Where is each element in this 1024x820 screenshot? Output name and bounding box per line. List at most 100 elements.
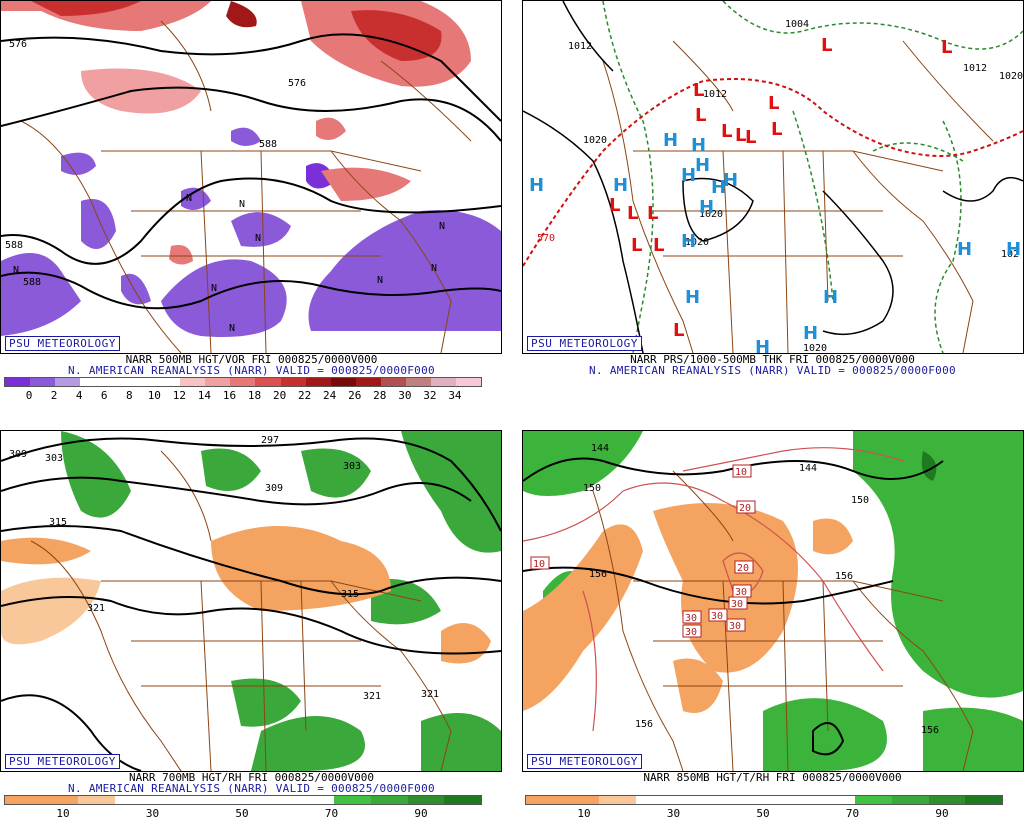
colorbar-tick: 34 xyxy=(448,389,462,402)
high-pressure-label: H xyxy=(691,135,706,156)
colorbar-segment xyxy=(562,796,600,804)
contour-label: 321 xyxy=(363,691,381,702)
map-700mb-canvas: 297 303 303 309 309 315 321 315 321 321 xyxy=(1,431,501,771)
contour-label: 156 xyxy=(635,719,653,730)
contour-label: 156 xyxy=(835,571,853,582)
low-pressure-label: L xyxy=(695,105,706,126)
colorbar-segment xyxy=(371,796,408,804)
high-pressure-label: H xyxy=(1006,239,1021,260)
high-pressure-label: H xyxy=(957,239,972,260)
isotherm-label: 10 xyxy=(735,467,747,478)
panel-500mb-vorticity: 576 576 588 588 588 N N N N N N N N N PS… xyxy=(0,0,503,409)
isotherm-label: 20 xyxy=(739,503,751,514)
colorbar-segment xyxy=(261,796,298,804)
high-pressure-label: H xyxy=(529,175,544,196)
colorbar-ticks: 10 30 50 70 90 xyxy=(4,807,480,820)
contour-label: 588 xyxy=(23,277,41,288)
contour-label: 315 xyxy=(341,589,359,600)
chart-title: NARR PRS/1000-500MB THK FRI 000825/0000V… xyxy=(630,353,915,366)
isotherm-label: 30 xyxy=(735,587,747,598)
colorbar-tick: 4 xyxy=(75,389,83,402)
high-pressure-label: H xyxy=(699,197,714,218)
colorbar-segment xyxy=(599,796,636,804)
high-pressure-label: H xyxy=(803,323,818,344)
map-500mb: 576 576 588 588 588 N N N N N N N N N PS… xyxy=(0,0,502,354)
chart-subtitle: N. AMERICAN REANALYSIS (NARR) VALID = 00… xyxy=(589,364,956,377)
panel-850mb-t-rh: 144 150 144 150 156 156 156 156 10 10 20… xyxy=(521,418,1024,820)
colorbar-segment xyxy=(928,796,966,804)
contour-label: 156 xyxy=(589,569,607,580)
contour-label: 588 xyxy=(259,139,277,150)
contour-label: 321 xyxy=(87,603,105,614)
chart-title: NARR 700MB HGT/RH FRI 000825/0000V000 xyxy=(128,771,375,784)
chart-title: NARR 500MB HGT/VOR FRI 000825/0000V000 xyxy=(125,353,378,366)
colorbar-tick: 30 xyxy=(398,389,412,402)
colorbar-segment xyxy=(892,796,929,804)
colorbar-tick: 30 xyxy=(145,807,160,820)
colorbar-tick: 10 xyxy=(577,807,591,820)
map-700mb: 297 303 303 309 309 315 321 315 321 321 … xyxy=(0,430,502,772)
contour-label: 297 xyxy=(261,435,279,446)
colorbar-segment xyxy=(41,796,79,804)
contour-label: 1012 xyxy=(963,63,987,74)
colorbar-tick: 50 xyxy=(235,807,249,820)
colorbar-segment xyxy=(280,378,306,386)
isotherm-label: 30 xyxy=(711,611,723,622)
colorbar-segment xyxy=(55,378,81,386)
colorbar-segment xyxy=(818,796,856,804)
map-850mb: 144 150 144 150 156 156 156 156 10 10 20… xyxy=(522,430,1024,772)
colorbar-segment xyxy=(130,378,156,386)
psu-logo: PSU METEOROLOGY xyxy=(5,336,120,351)
colorbar-segment xyxy=(444,796,481,804)
chart-subtitle: N. AMERICAN REANALYSIS (NARR) VALID = 00… xyxy=(68,782,435,795)
colorbar xyxy=(4,377,482,387)
colorbar-segment xyxy=(78,796,115,804)
colorbar-segment xyxy=(455,378,481,386)
colorbar-segment xyxy=(188,796,225,804)
contour-label: 150 xyxy=(583,483,601,494)
isotherm-label: 30 xyxy=(685,613,697,624)
colorbar-segment xyxy=(407,796,445,804)
high-pressure-label: H xyxy=(755,337,770,353)
colorbar-tick: 10 xyxy=(147,389,161,402)
colorbar-segment xyxy=(380,378,406,386)
contour-label: 1004 xyxy=(785,19,809,30)
low-pressure-label: L xyxy=(768,93,779,114)
colorbar-ticks: 10 30 50 70 90 xyxy=(525,807,1001,820)
colorbar-tick: 90 xyxy=(414,807,428,820)
contour-label: N xyxy=(255,233,261,244)
map-surface: 1012 1004 1020 1020 1020 1020 1020 1012 … xyxy=(522,0,1024,354)
contour-label: 144 xyxy=(591,443,609,454)
contour-label: 576 xyxy=(288,78,306,89)
contour-label: 1020 xyxy=(803,343,827,353)
colorbar-segment xyxy=(745,796,783,804)
high-pressure-label: H xyxy=(613,175,628,196)
colorbar-segment xyxy=(405,378,431,386)
isotherm-label: 30 xyxy=(729,621,741,632)
low-pressure-label: L xyxy=(609,195,620,216)
isotherm-label: 10 xyxy=(533,559,545,570)
map-surface-canvas: 1012 1004 1020 1020 1020 1020 1020 1012 … xyxy=(523,1,1023,353)
contour-label: N xyxy=(13,265,19,276)
colorbar-tick: 2 xyxy=(50,389,58,402)
colorbar-segment xyxy=(635,796,673,804)
colorbar-segment xyxy=(151,796,189,804)
thickness-label: 570 xyxy=(537,233,555,244)
colorbar-segment xyxy=(114,796,152,804)
low-pressure-label: L xyxy=(721,121,732,142)
colorbar-segment xyxy=(80,378,106,386)
contour-label: 321 xyxy=(421,689,439,700)
contour-label: 1020 xyxy=(583,135,607,146)
colorbar-tick: 0 xyxy=(25,389,33,402)
contour-label: 309 xyxy=(9,449,27,460)
colorbar-tick: 90 xyxy=(935,807,949,820)
colorbar-segment xyxy=(255,378,281,386)
colorbar-segment xyxy=(180,378,206,386)
high-pressure-label: H xyxy=(723,170,738,191)
contour-label: 315 xyxy=(49,517,67,528)
high-pressure-label: H xyxy=(681,165,696,186)
low-pressure-label: L xyxy=(821,35,832,56)
colorbar-segment xyxy=(430,378,456,386)
colorbar-segment xyxy=(305,378,331,386)
high-pressure-label: H xyxy=(695,155,710,176)
